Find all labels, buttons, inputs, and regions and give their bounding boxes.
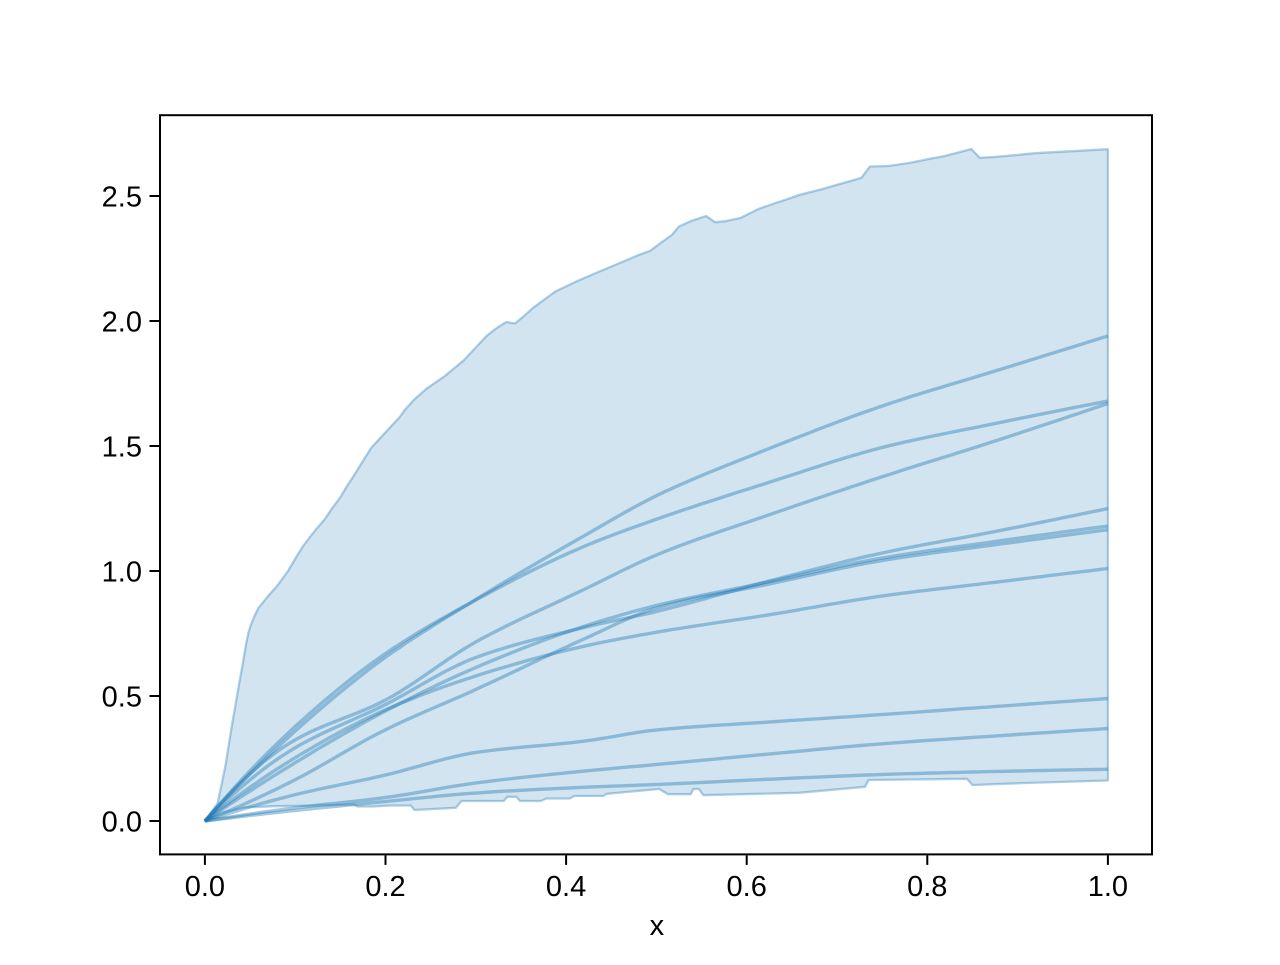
svg-text:0.4: 0.4: [546, 871, 586, 903]
svg-text:1.5: 1.5: [102, 431, 142, 463]
svg-text:2.0: 2.0: [102, 306, 142, 338]
svg-text:0.0: 0.0: [102, 806, 142, 838]
svg-text:1.0: 1.0: [1088, 871, 1128, 903]
svg-text:0.5: 0.5: [102, 681, 142, 713]
svg-text:0.2: 0.2: [365, 871, 405, 903]
svg-text:0.0: 0.0: [185, 871, 225, 903]
svg-text:0.6: 0.6: [727, 871, 767, 903]
svg-text:x: x: [650, 910, 665, 942]
svg-text:0.8: 0.8: [907, 871, 947, 903]
svg-text:2.5: 2.5: [102, 181, 142, 213]
svg-text:1.0: 1.0: [102, 556, 142, 588]
